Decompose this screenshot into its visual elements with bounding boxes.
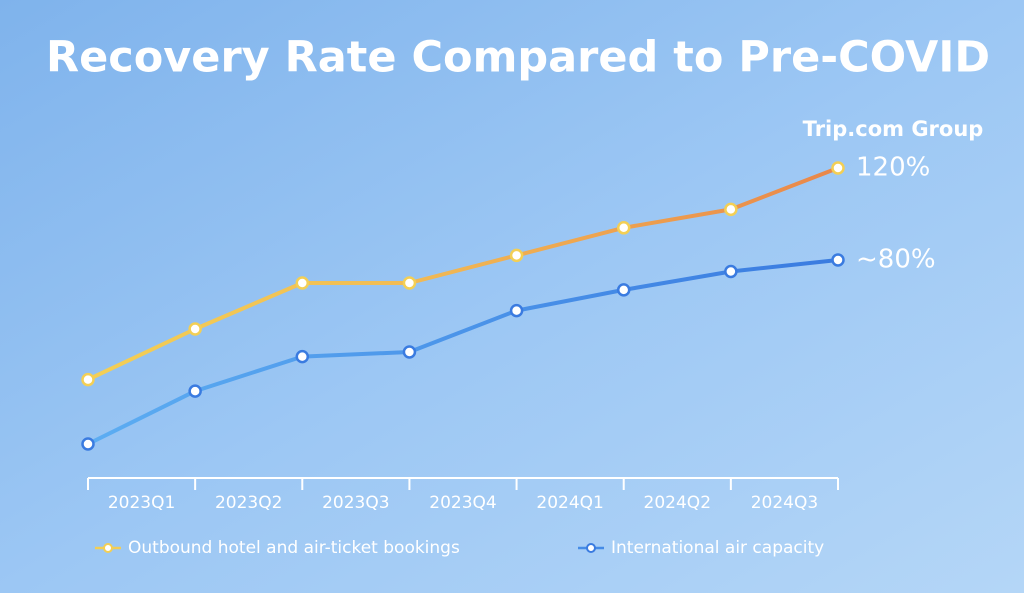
point bbox=[724, 202, 738, 217]
legend-label: International air capacity bbox=[611, 538, 824, 558]
x-tick-label: 2024Q2 bbox=[644, 493, 711, 513]
point bbox=[81, 372, 95, 387]
point bbox=[295, 349, 310, 364]
point bbox=[402, 276, 417, 290]
point bbox=[188, 322, 202, 336]
x-tick-label: 2023Q2 bbox=[215, 493, 282, 513]
x-tick-label: 2024Q3 bbox=[751, 493, 818, 513]
x-tick-label: 2023Q4 bbox=[429, 493, 496, 513]
point bbox=[402, 345, 417, 359]
logo: Trip.com Group bbox=[803, 117, 984, 141]
chart-title: Recovery Rate Compared to Pre-COVID bbox=[46, 33, 990, 83]
x-tick-label: 2023Q1 bbox=[108, 493, 175, 513]
point bbox=[509, 248, 524, 263]
point bbox=[509, 303, 524, 318]
legend-marker bbox=[586, 543, 596, 553]
point bbox=[616, 283, 631, 297]
value-label: 120% bbox=[856, 153, 930, 183]
point bbox=[724, 264, 738, 279]
value-label: ~80% bbox=[856, 245, 936, 275]
point bbox=[616, 221, 631, 235]
x-tick-label: 2023Q3 bbox=[322, 493, 389, 513]
point bbox=[831, 253, 845, 267]
series-line bbox=[87, 166, 839, 382]
x-tick-label: 2024Q1 bbox=[536, 493, 603, 513]
point bbox=[188, 384, 202, 398]
legend-marker bbox=[103, 543, 113, 553]
point bbox=[295, 276, 310, 290]
legend-label: Outbound hotel and air-ticket bookings bbox=[128, 538, 460, 558]
point bbox=[831, 161, 845, 175]
point bbox=[81, 437, 95, 451]
series-line bbox=[87, 258, 839, 446]
